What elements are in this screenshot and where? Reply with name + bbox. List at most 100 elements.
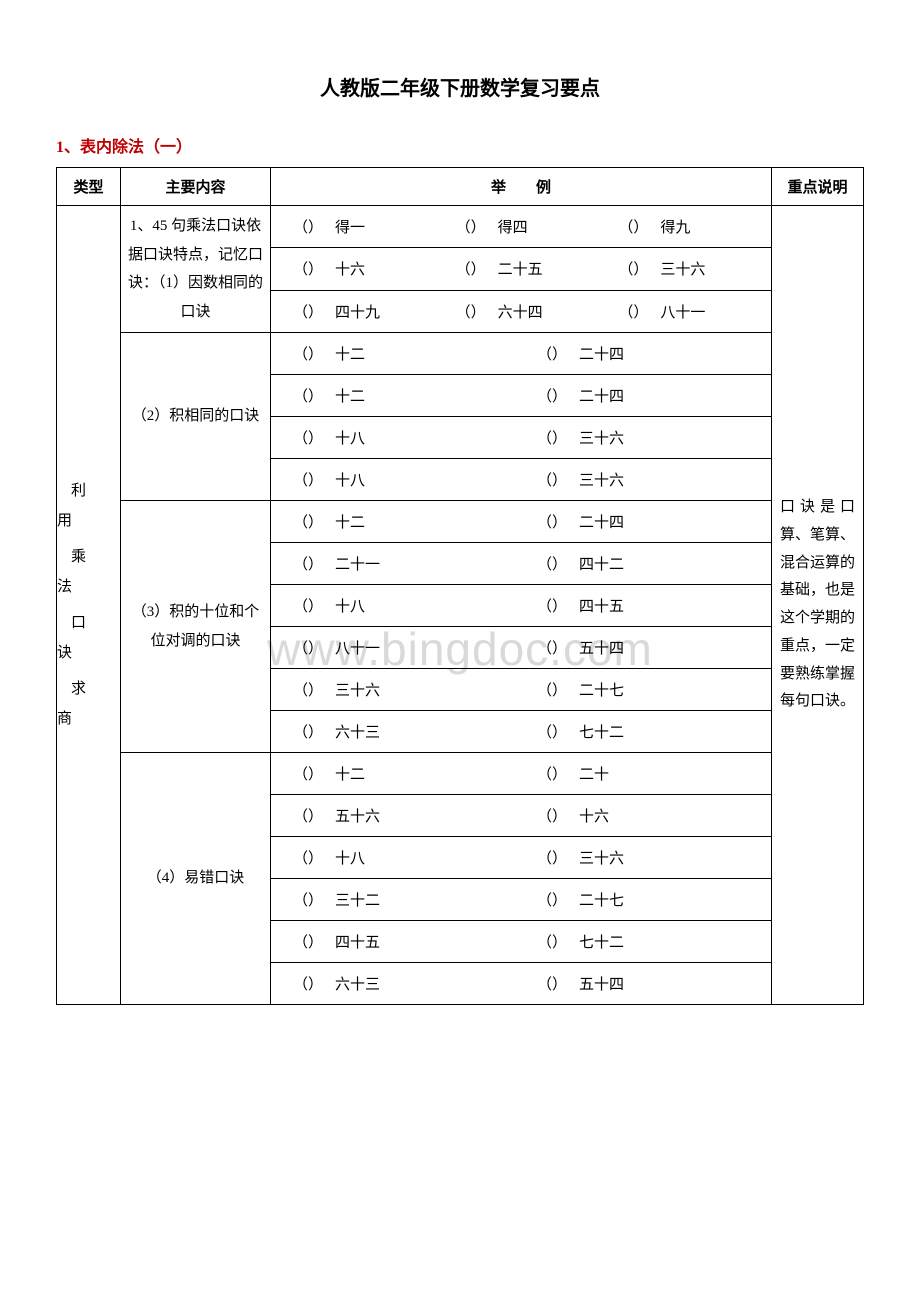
blank-paren xyxy=(281,511,335,532)
blank-paren xyxy=(281,216,335,237)
header-note: 重点说明 xyxy=(772,168,864,206)
example-item: 四十二 xyxy=(525,553,761,574)
header-main: 主要内容 xyxy=(121,168,271,206)
blank-paren xyxy=(281,931,335,952)
example-row: 得一得四得九 xyxy=(281,212,761,241)
example-item: 二十 xyxy=(525,763,761,784)
blank-paren xyxy=(281,721,335,742)
type-line: 乘法 xyxy=(57,542,120,602)
example-item: 二十七 xyxy=(525,889,761,910)
example-item: 三十六 xyxy=(525,427,761,448)
blank-paren xyxy=(281,595,335,616)
blank-paren xyxy=(525,889,579,910)
blank-paren xyxy=(281,258,335,279)
example-item: 得四 xyxy=(444,216,599,237)
example-item: 二十一 xyxy=(281,553,517,574)
example-item: 三十六 xyxy=(606,258,761,279)
example-row: 十二二十四 xyxy=(281,339,761,368)
example-cell: 十八三十六 xyxy=(271,459,772,501)
header-type: 类型 xyxy=(57,168,121,206)
blank-paren xyxy=(525,805,579,826)
main-content-cell: （4）易错口诀 xyxy=(121,753,271,1005)
example-cell: 三十二二十七 xyxy=(271,879,772,921)
example-item: 七十二 xyxy=(525,931,761,952)
blank-paren xyxy=(444,301,498,322)
example-item: 三十六 xyxy=(281,679,517,700)
blank-paren xyxy=(281,427,335,448)
example-cell: 三十六二十七 xyxy=(271,669,772,711)
example-item: 十六 xyxy=(281,258,436,279)
blank-paren xyxy=(525,973,579,994)
blank-paren xyxy=(606,258,660,279)
blank-paren xyxy=(281,469,335,490)
example-row: 十八三十六 xyxy=(281,465,761,494)
blank-paren xyxy=(444,216,498,237)
example-item: 二十五 xyxy=(444,258,599,279)
blank-paren xyxy=(525,847,579,868)
blank-paren xyxy=(281,805,335,826)
example-row: 八十一五十四 xyxy=(281,633,761,662)
blank-paren xyxy=(525,553,579,574)
blank-paren xyxy=(281,301,335,322)
example-item: 十二 xyxy=(281,763,517,784)
blank-paren xyxy=(281,385,335,406)
blank-paren xyxy=(525,595,579,616)
main-content-cell: （3）积的十位和个位对调的口诀 xyxy=(121,501,271,753)
example-item: 二十七 xyxy=(525,679,761,700)
example-item: 二十四 xyxy=(525,385,761,406)
example-row: 十二二十四 xyxy=(281,507,761,536)
example-item: 六十三 xyxy=(281,973,517,994)
example-item: 三十六 xyxy=(525,469,761,490)
blank-paren xyxy=(525,679,579,700)
example-item: 四十五 xyxy=(525,595,761,616)
example-row: 十八三十六 xyxy=(281,843,761,872)
blank-paren xyxy=(606,301,660,322)
example-row: 三十六二十七 xyxy=(281,675,761,704)
type-cell: 利用乘法口诀求商 xyxy=(57,206,121,1005)
example-row: 十八四十五 xyxy=(281,591,761,620)
example-item: 十六 xyxy=(525,805,761,826)
example-row: 十二二十 xyxy=(281,759,761,788)
blank-paren xyxy=(525,763,579,784)
blank-paren xyxy=(281,637,335,658)
example-cell: 四十九六十四八十一 xyxy=(271,290,772,332)
blank-paren xyxy=(281,343,335,364)
example-item: 四十九 xyxy=(281,301,436,322)
section-number: 1 xyxy=(56,139,64,156)
note-cell: 口诀是口算、笔算、混合运算的基础，也是这个学期的重点，一定要熟练掌握每句口诀。 xyxy=(772,206,864,1005)
example-item: 五十六 xyxy=(281,805,517,826)
blank-paren xyxy=(525,721,579,742)
example-row: 十二二十四 xyxy=(281,381,761,410)
blank-paren xyxy=(525,343,579,364)
section-sep: 、 xyxy=(64,139,80,156)
example-item: 四十五 xyxy=(281,931,517,952)
example-item: 五十四 xyxy=(525,637,761,658)
blank-paren xyxy=(525,511,579,532)
blank-paren xyxy=(281,847,335,868)
type-line: 口诀 xyxy=(57,608,120,668)
example-cell: 六十三五十四 xyxy=(271,963,772,1005)
blank-paren xyxy=(281,889,335,910)
blank-paren xyxy=(525,427,579,448)
example-cell: 四十五七十二 xyxy=(271,921,772,963)
blank-paren xyxy=(606,216,660,237)
example-cell: 得一得四得九 xyxy=(271,206,772,248)
example-cell: 五十六十六 xyxy=(271,795,772,837)
example-item: 得九 xyxy=(606,216,761,237)
example-item: 十二 xyxy=(281,511,517,532)
section-text: 表内除法（一） xyxy=(80,139,192,156)
example-cell: 八十一五十四 xyxy=(271,627,772,669)
review-table: 类型主要内容举 例重点说明利用乘法口诀求商1、45 句乘法口诀依据口诀特点，记忆… xyxy=(56,167,864,1005)
example-item: 五十四 xyxy=(525,973,761,994)
example-cell: 二十一四十二 xyxy=(271,543,772,585)
blank-paren xyxy=(525,469,579,490)
example-cell: 十八四十五 xyxy=(271,585,772,627)
example-cell: 六十三七十二 xyxy=(271,711,772,753)
blank-paren xyxy=(525,385,579,406)
type-vertical: 利用乘法口诀求商 xyxy=(57,476,120,734)
example-item: 三十六 xyxy=(525,847,761,868)
type-line: 求商 xyxy=(57,674,120,734)
example-row: 十六二十五三十六 xyxy=(281,254,761,283)
example-item: 八十一 xyxy=(281,637,517,658)
example-cell: 十二二十 xyxy=(271,753,772,795)
